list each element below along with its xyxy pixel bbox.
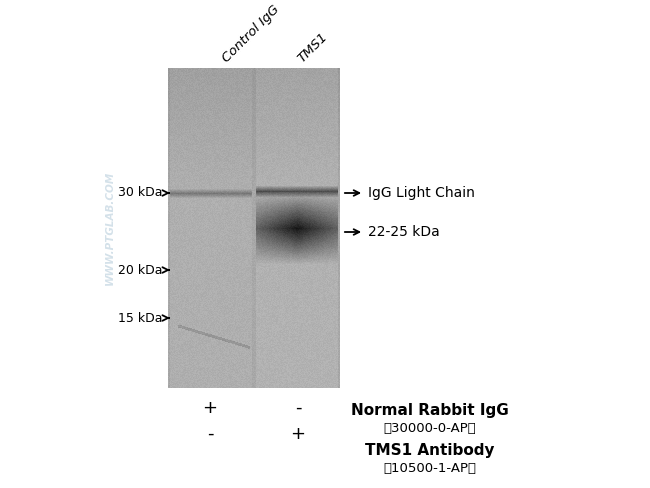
Text: +: + (203, 399, 218, 417)
Text: 30 kDa: 30 kDa (118, 186, 162, 200)
Text: 15 kDa: 15 kDa (118, 311, 162, 325)
Text: -: - (294, 399, 301, 417)
Text: （10500-1-AP）: （10500-1-AP） (384, 462, 476, 474)
Text: IgG Light Chain: IgG Light Chain (368, 186, 475, 200)
Text: 20 kDa: 20 kDa (118, 264, 162, 277)
Text: TMS1 Antibody: TMS1 Antibody (365, 443, 495, 458)
Text: Control IgG: Control IgG (220, 3, 282, 65)
Text: WWW.PTGLAB.COM: WWW.PTGLAB.COM (105, 171, 115, 285)
Text: 22-25 kDa: 22-25 kDa (368, 225, 440, 239)
Text: +: + (291, 425, 306, 443)
Text: （30000-0-AP）: （30000-0-AP） (384, 422, 476, 434)
Text: -: - (207, 425, 213, 443)
Text: Normal Rabbit IgG: Normal Rabbit IgG (351, 403, 509, 418)
Text: TMS1: TMS1 (295, 30, 330, 65)
